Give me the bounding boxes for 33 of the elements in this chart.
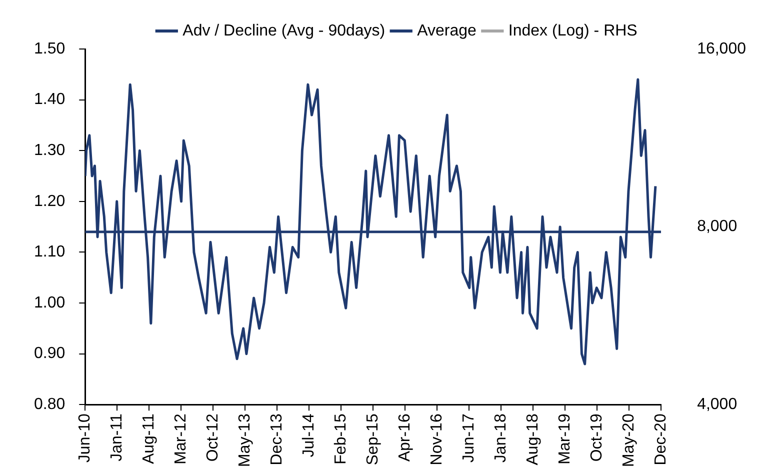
legend-label: Adv / Decline (Avg - 90days) [182,22,386,40]
y-tick-label: 1.40 [34,91,66,108]
y-tick-label: 1.00 [34,294,66,312]
y-tick-label: 1.20 [34,192,66,210]
x-tick-label: Nov-16 [428,414,446,466]
x-tick-label: May-13 [236,414,254,468]
x-tick-label: Apr-16 [396,414,414,462]
y2-tick-label: 4,000 [697,396,738,414]
x-tick-label: May-20 [620,414,638,468]
y-tick-label: 0.90 [34,345,66,362]
x-tick-label: Oct-12 [204,414,222,462]
x-tick-label: Mar-19 [556,414,574,464]
x-tick-label: Sep-15 [364,414,382,466]
x-tick-label: Dec-20 [652,414,670,466]
x-tick-label: Feb-15 [332,414,350,464]
y2-tick-label: 8,000 [697,218,738,236]
y-tick-label: 1.10 [34,244,66,261]
x-tick-label: Aug-11 [140,414,158,464]
x-tick-label: Jan-11 [108,414,126,462]
x-tick-label: Dec-13 [268,414,286,466]
y-tick-label: 1.30 [34,142,66,160]
y-tick-label: 0.80 [34,396,66,414]
x-tick-label: Mar-12 [172,414,190,464]
x-tick-label: Jun-17 [460,414,478,463]
x-tick-label: Oct-19 [588,414,606,462]
x-tick-label: Aug-18 [524,414,542,466]
legend-label: Average [417,22,477,40]
y2-tick-label: 16,000 [697,40,746,58]
x-tick-label: Jun-10 [76,414,94,463]
x-tick-label: Jan-18 [492,414,510,463]
x-tick-label: Jul-14 [300,414,318,458]
legend-label: Index (Log) - RHS [508,22,638,40]
y-tick-label: 1.50 [34,40,66,58]
